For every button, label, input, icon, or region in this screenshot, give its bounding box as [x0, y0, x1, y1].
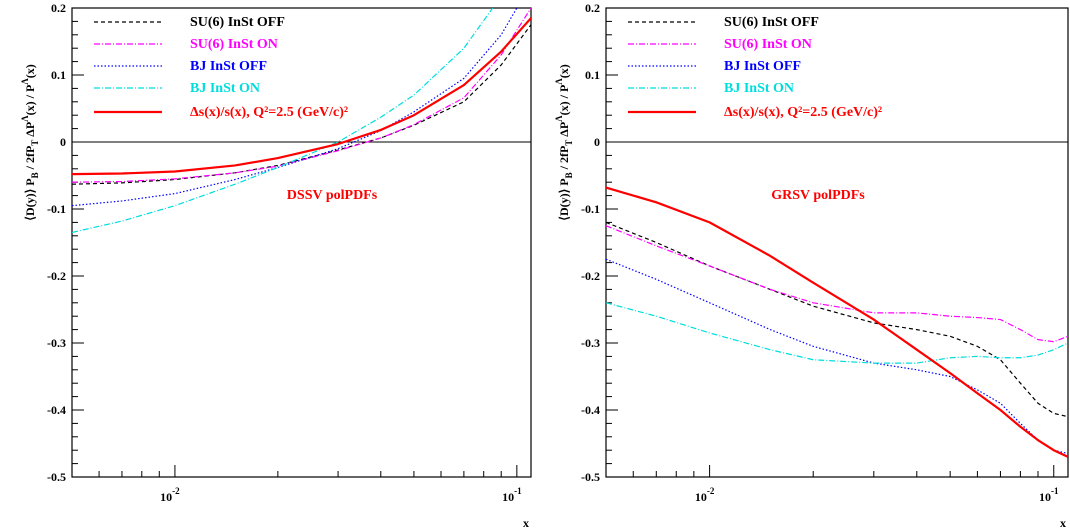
y-tick-label: 0.1 — [51, 68, 66, 82]
x-axis-label: x — [523, 516, 529, 530]
x-tick-label: 10-2 — [160, 486, 180, 504]
series-line-1 — [606, 221, 1068, 418]
y-tick-label: 0.1 — [585, 68, 600, 82]
y-axis-label: ⟨D(y)⟩ PB / 2fPT ΔPΛ(x) / PΛ(x) — [20, 64, 40, 220]
panel-annotation: GRSV polPDFs — [771, 188, 865, 203]
y-tick-label: -0.1 — [47, 202, 66, 216]
series-line-2 — [72, 8, 531, 183]
series-line-4 — [72, 8, 494, 234]
series-group — [72, 8, 531, 234]
x-axis-label: x — [1060, 516, 1066, 530]
y-tick-label: 0.2 — [51, 1, 66, 15]
y-tick-label: -0.1 — [581, 202, 600, 216]
legend-label-2: SU(6) InSt ON — [190, 37, 278, 52]
y-tick-label: -0.3 — [47, 336, 66, 350]
y-tick-label: -0.4 — [581, 403, 600, 417]
x-tick-label: 10-1 — [502, 486, 522, 504]
y-axis-label: ⟨D(y)⟩ PB / 2fPT ΔPΛ(x) / PΛ(x) — [554, 64, 574, 220]
y-tick-label: -0.2 — [581, 269, 600, 283]
y-tick-label: -0.4 — [47, 403, 66, 417]
legend-label-4: BJ InSt ON — [724, 81, 794, 96]
y-tick-label: 0.2 — [585, 1, 600, 15]
legend-label-1: SU(6) InSt OFF — [190, 15, 285, 30]
legend: SU(6) InSt OFF SU(6) InSt ON BJ InSt OFF BJ… — [628, 15, 882, 120]
plot-frame — [605, 7, 1069, 478]
panel-annotation: DSSV polPDFs — [287, 188, 378, 203]
plot-frame — [71, 7, 532, 478]
chart-panel-1: 0.2 0.1 0 -0.1 -0.2 -0.3 -0.4 -0.5 10-2 10-1x ⟨D(y… — [20, 1, 532, 530]
chart-panel-2: 0.2 0.1 0 -0.1 -0.2 -0.3 -0.4 -0.5 10-2 10-1x ⟨D(y… — [554, 1, 1069, 530]
legend-label-3: BJ InSt OFF — [190, 59, 267, 74]
x-tick-label: 10-1 — [1039, 486, 1059, 504]
legend-label-2: SU(6) InSt ON — [724, 37, 812, 52]
y-tick-label: -0.5 — [47, 470, 66, 484]
legend: SU(6) InSt OFF SU(6) InSt ON BJ InSt OFF BJ… — [94, 15, 348, 120]
legend-label-4: BJ InSt ON — [190, 81, 260, 96]
y-tick-label: -0.5 — [581, 470, 600, 484]
series-group — [606, 186, 1068, 458]
series-line-5 — [72, 17, 531, 176]
series-line-3 — [606, 258, 1068, 455]
series-line-2 — [606, 225, 1068, 343]
legend-label-5: Δs(x)/s(x), Q²=2.5 (GeV/c)² — [190, 105, 348, 120]
legend-label-1: SU(6) InSt OFF — [724, 15, 819, 30]
legend-label-5: Δs(x)/s(x), Q²=2.5 (GeV/c)² — [724, 105, 882, 120]
y-tick-label: 0 — [594, 135, 600, 149]
x-tick-label: 10-2 — [695, 486, 715, 504]
series-line-4 — [606, 302, 1068, 364]
series-line-1 — [72, 24, 531, 185]
y-tick-label: -0.2 — [47, 269, 66, 283]
series-line-5 — [606, 186, 1068, 458]
legend-label-3: BJ InSt OFF — [724, 59, 801, 74]
y-tick-label: 0 — [60, 135, 66, 149]
y-tick-label: -0.3 — [581, 336, 600, 350]
